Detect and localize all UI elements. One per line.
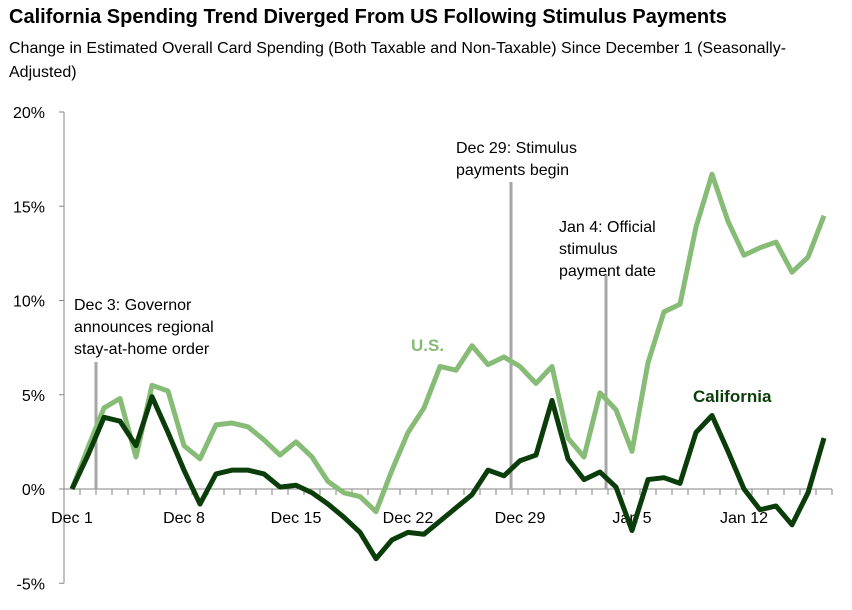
y-tick-label: 15% bbox=[13, 199, 45, 216]
x-tick-label: Dec 15 bbox=[271, 510, 322, 527]
annotation-text: payments begin bbox=[456, 162, 569, 179]
chart-title: California Spending Trend Diverged From … bbox=[9, 6, 727, 28]
annotation-text: Dec 29: Stimulus bbox=[456, 140, 577, 157]
series-label-us: U.S. bbox=[411, 336, 444, 355]
x-tick-label: Dec 22 bbox=[383, 510, 434, 527]
x-tick-label: Dec 8 bbox=[163, 510, 205, 527]
annotation-text: announces regional bbox=[74, 319, 214, 336]
series-label-california: California bbox=[693, 387, 772, 406]
x-tick-label: Jan 5 bbox=[612, 510, 651, 527]
y-tick-label: 5% bbox=[22, 388, 45, 405]
x-tick-label: Dec 29 bbox=[495, 510, 546, 527]
y-tick-label: -5% bbox=[17, 576, 45, 593]
y-tick-label: 0% bbox=[22, 482, 45, 499]
series-line-us bbox=[69, 171, 827, 515]
y-tick-label: 10% bbox=[13, 294, 45, 311]
x-tick-label: Dec 1 bbox=[51, 510, 93, 527]
annotation-text: Dec 3: Governor bbox=[74, 297, 192, 314]
chart-subtitle: Change in Estimated Overall Card Spendin… bbox=[9, 40, 787, 81]
annotation-text: Jan 4: Official bbox=[559, 219, 656, 236]
annotation-text: stay-at-home order bbox=[74, 341, 210, 358]
series-line-california bbox=[69, 394, 827, 562]
x-tick-label: Jan 12 bbox=[720, 510, 768, 527]
annotation-text: payment date bbox=[559, 263, 656, 280]
annotation-text: stimulus bbox=[559, 241, 618, 258]
y-tick-label: 20% bbox=[13, 105, 45, 122]
